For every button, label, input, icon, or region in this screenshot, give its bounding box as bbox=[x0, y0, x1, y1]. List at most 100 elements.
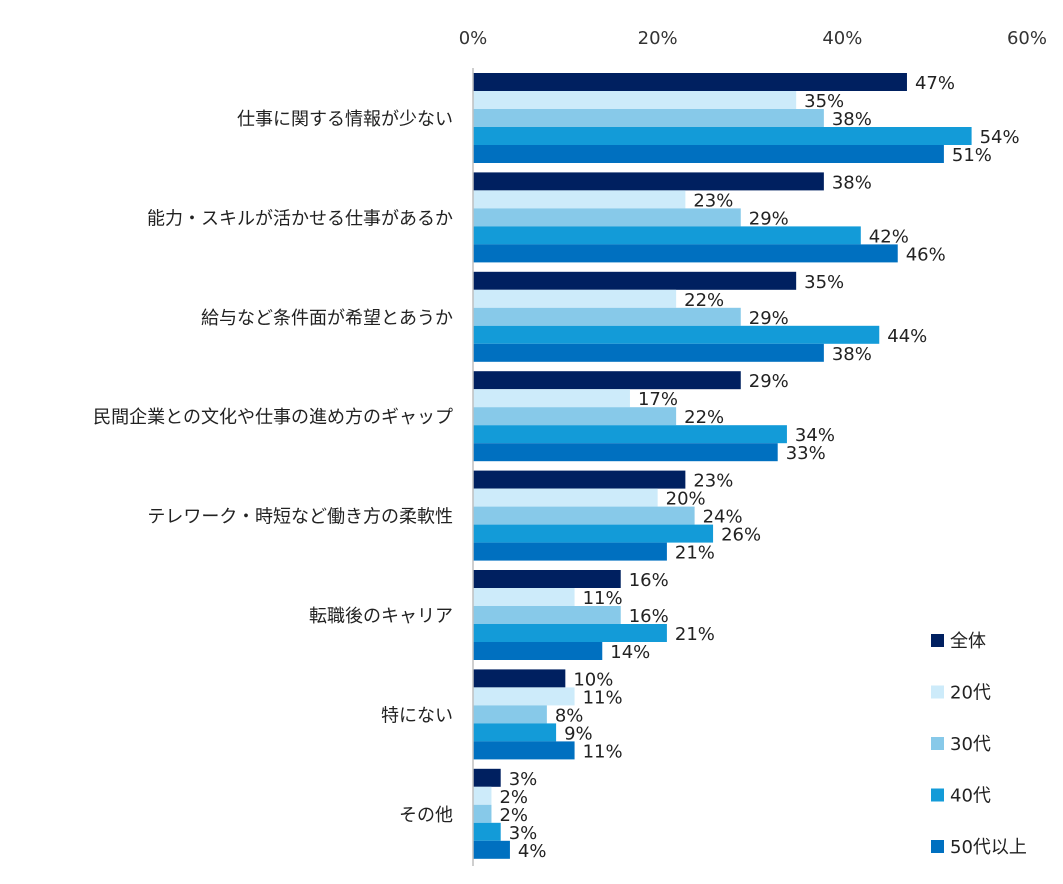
bar bbox=[473, 524, 714, 543]
data-label: 20% bbox=[666, 489, 706, 510]
bar bbox=[473, 542, 667, 561]
bar bbox=[473, 271, 797, 290]
data-label: 21% bbox=[675, 624, 715, 645]
data-label: 23% bbox=[693, 190, 733, 211]
bar bbox=[473, 226, 861, 245]
data-label: 3% bbox=[509, 769, 538, 790]
data-label: 10% bbox=[573, 669, 613, 690]
data-label: 38% bbox=[832, 344, 872, 365]
category-label: 仕事に関する情報が少ない bbox=[237, 109, 453, 130]
data-label: 34% bbox=[795, 425, 835, 446]
data-label: 17% bbox=[638, 389, 678, 410]
data-label: 11% bbox=[583, 741, 623, 762]
bar bbox=[473, 145, 944, 163]
data-label: 22% bbox=[684, 407, 724, 428]
bar bbox=[473, 606, 621, 624]
data-label: 11% bbox=[583, 588, 623, 609]
bar bbox=[473, 127, 972, 145]
bar bbox=[473, 642, 603, 660]
data-label: 51% bbox=[952, 145, 992, 166]
x-tick-label: 60% bbox=[1007, 28, 1047, 49]
data-label: 35% bbox=[804, 272, 844, 293]
bar bbox=[473, 325, 880, 344]
bar bbox=[473, 488, 658, 507]
legend-label: 全体 bbox=[950, 631, 986, 652]
data-label: 35% bbox=[804, 91, 844, 112]
data-label: 29% bbox=[749, 208, 789, 229]
data-label: 54% bbox=[980, 127, 1020, 148]
category-label: その他 bbox=[399, 805, 453, 826]
data-label: 24% bbox=[703, 507, 743, 528]
data-label: 38% bbox=[832, 109, 872, 130]
data-label: 16% bbox=[629, 570, 669, 591]
data-label: 46% bbox=[906, 244, 946, 265]
category-label: テレワーク・時短など働き方の柔軟性 bbox=[147, 507, 453, 528]
bar bbox=[473, 588, 575, 606]
bar bbox=[473, 840, 510, 859]
bar bbox=[473, 407, 677, 426]
bar bbox=[473, 741, 575, 760]
data-label: 21% bbox=[675, 543, 715, 564]
data-label: 26% bbox=[721, 525, 761, 546]
bar bbox=[473, 172, 824, 191]
data-label: 29% bbox=[749, 371, 789, 392]
legend-label: 40代 bbox=[950, 786, 991, 807]
bar bbox=[473, 91, 797, 109]
bar bbox=[473, 109, 824, 127]
legend-swatch bbox=[931, 685, 944, 699]
bar bbox=[473, 73, 907, 91]
bar bbox=[473, 343, 824, 362]
bar bbox=[473, 822, 501, 841]
data-label: 47% bbox=[915, 73, 955, 94]
x-tick-label: 0% bbox=[459, 28, 488, 49]
bar bbox=[473, 687, 575, 706]
bar bbox=[473, 389, 630, 408]
bar bbox=[473, 425, 787, 444]
data-label: 29% bbox=[749, 308, 789, 329]
data-label: 33% bbox=[786, 443, 826, 464]
data-label: 2% bbox=[499, 805, 528, 826]
bar bbox=[473, 786, 492, 805]
category-label: 民間企業との文化や仕事の進め方のギャップ bbox=[93, 407, 453, 428]
data-label: 23% bbox=[693, 471, 733, 492]
data-label: 42% bbox=[869, 226, 909, 247]
data-label: 44% bbox=[887, 326, 927, 347]
data-label: 11% bbox=[583, 687, 623, 708]
bar bbox=[473, 307, 741, 326]
bar bbox=[473, 371, 741, 390]
x-tick-label: 20% bbox=[638, 28, 678, 49]
bar bbox=[473, 506, 695, 525]
data-label: 4% bbox=[518, 841, 547, 862]
category-label: 転職後のキャリア bbox=[309, 606, 453, 627]
data-label: 38% bbox=[832, 172, 872, 193]
bar bbox=[473, 289, 677, 308]
data-label: 2% bbox=[499, 787, 528, 808]
category-label: 特にない bbox=[381, 705, 453, 726]
legend-label: 50代以上 bbox=[950, 837, 1027, 858]
data-label: 14% bbox=[610, 642, 650, 663]
bar bbox=[473, 570, 621, 588]
bar bbox=[473, 804, 492, 823]
bar bbox=[473, 208, 741, 227]
data-label: 16% bbox=[629, 606, 669, 627]
legend-swatch bbox=[931, 788, 944, 802]
data-label: 9% bbox=[564, 723, 593, 744]
bars: 47%35%38%54%51%38%23%29%42%46%35%22%29%4… bbox=[473, 73, 1020, 862]
legend: 全体 20代 30代 40代 50代以上 bbox=[931, 631, 1027, 858]
bar bbox=[473, 470, 686, 489]
legend-label: 30代 bbox=[950, 734, 991, 755]
category-label: 給与など条件面が希望とあうか bbox=[201, 308, 453, 329]
category-label: 能力・スキルが活かせる仕事があるか bbox=[147, 208, 453, 229]
bar bbox=[473, 624, 667, 642]
bar bbox=[473, 190, 686, 209]
bar bbox=[473, 443, 778, 462]
legend-swatch bbox=[931, 737, 944, 750]
x-axis-ticks: 0% 20% 40% 60% bbox=[459, 28, 1047, 49]
data-label: 8% bbox=[555, 705, 584, 726]
bar bbox=[473, 723, 557, 742]
bar bbox=[473, 669, 566, 688]
data-label: 22% bbox=[684, 290, 724, 311]
bar bbox=[473, 705, 547, 724]
legend-label: 20代 bbox=[950, 683, 991, 704]
